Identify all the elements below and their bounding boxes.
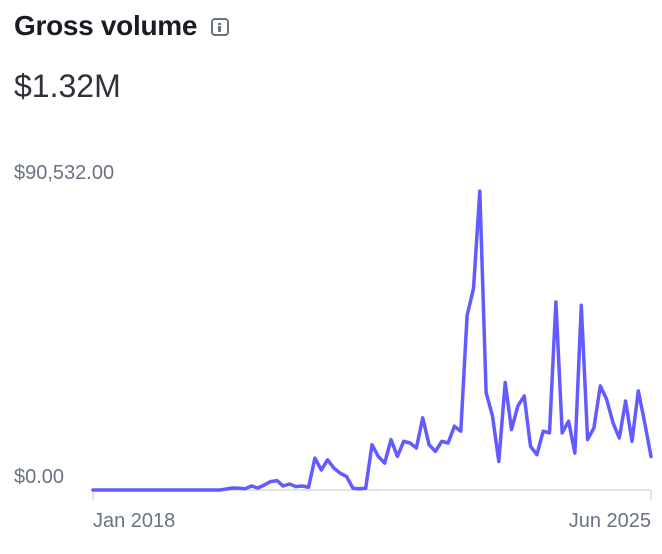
total-value: $1.32M: [14, 68, 121, 104]
chart-title: Gross volume: [14, 10, 198, 41]
chart-header: Gross volume: [14, 10, 230, 42]
info-icon[interactable]: [211, 18, 230, 36]
x-tick-label-end: Jun 2025: [569, 510, 651, 532]
y-tick-label-min: $0.00: [14, 466, 64, 488]
x-tick-label-start: Jan 2018: [93, 510, 175, 532]
y-tick-label-max: $90,532.00: [14, 162, 114, 184]
series-line: [91, 189, 653, 492]
